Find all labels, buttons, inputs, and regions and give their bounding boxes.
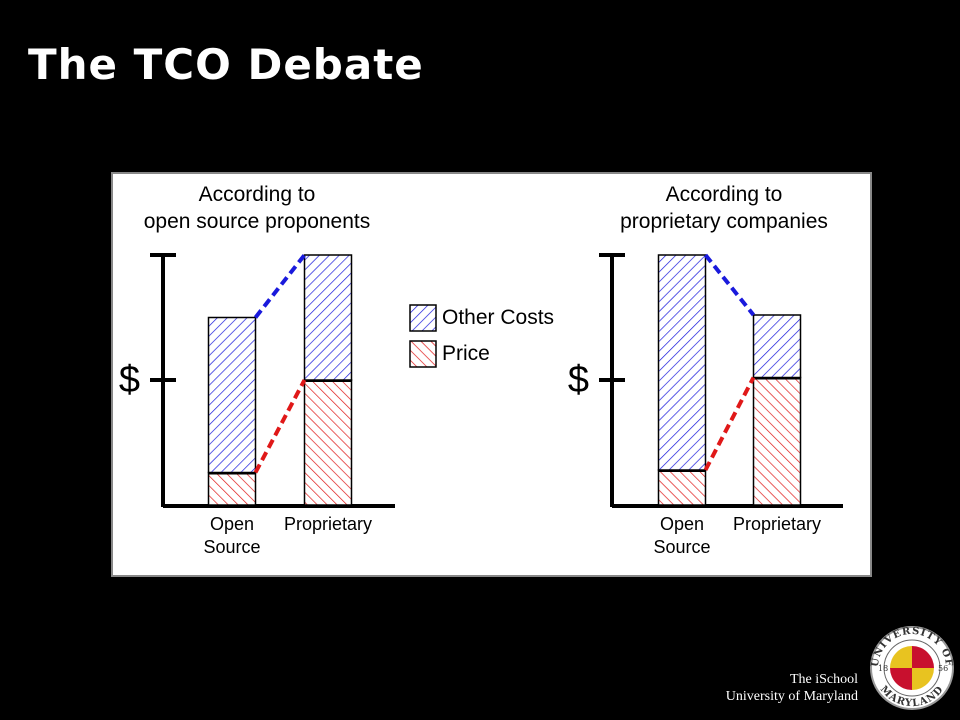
bar-segment [657, 469, 707, 506]
slide-title: The TCO Debate [28, 40, 424, 89]
legend-swatch [409, 304, 437, 332]
bar-segment [752, 314, 802, 379]
y-tick-label: $ [119, 359, 140, 401]
x-tick-label: Proprietary [732, 514, 822, 534]
y-tick-label: $ [568, 359, 589, 401]
chart-title: According to proprietary companies [620, 183, 828, 233]
x-tick-label: Open Source [653, 514, 711, 557]
chart-title: According to open source proponents [143, 183, 371, 233]
legend-swatch [409, 340, 437, 368]
seal-quarter [890, 668, 912, 690]
connector [253, 379, 307, 474]
seal-quarter [912, 668, 934, 690]
seal-year: 18 [878, 664, 888, 673]
legend-label: Other Costs [442, 306, 555, 329]
footer-line: University of Maryland [725, 689, 858, 704]
bar-segment [207, 471, 257, 506]
bar-segment [207, 316, 257, 474]
bar-segment [752, 376, 802, 506]
x-tick-label: Proprietary [283, 514, 373, 534]
seal-quarter [890, 646, 912, 668]
seal-quarter [912, 646, 934, 668]
legend-label: Price [442, 342, 490, 365]
bar-segment [657, 254, 707, 471]
connector [703, 376, 756, 471]
connector [703, 253, 756, 317]
bar-segment [303, 254, 353, 381]
seal-year: 56 [938, 664, 948, 673]
bar-segment [303, 379, 353, 506]
x-tick-label: Open Source [203, 514, 261, 557]
footer-line: The iSchool [789, 672, 858, 687]
